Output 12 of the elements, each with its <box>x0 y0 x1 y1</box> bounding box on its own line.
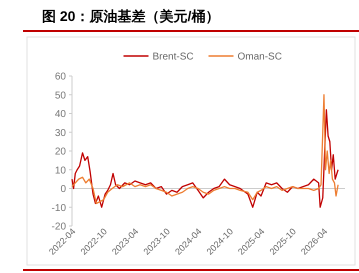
y-tick-label: -10 <box>52 202 66 214</box>
y-tick-label: 40 <box>54 109 66 120</box>
legend-label: Brent-SC <box>152 52 194 62</box>
y-tick-label: 60 <box>54 72 66 82</box>
y-tick-label: 20 <box>54 146 66 158</box>
y-tick-label: -20 <box>52 222 66 232</box>
chart-title: 图 20：原油基差（美元/桶） <box>42 8 220 24</box>
y-tick-label: 30 <box>54 128 66 139</box>
y-tick-label: 0 <box>60 184 66 195</box>
y-tick-label: 10 <box>54 165 66 176</box>
legend-label: Oman-SC <box>238 52 282 62</box>
y-tick-label: 50 <box>54 90 66 102</box>
